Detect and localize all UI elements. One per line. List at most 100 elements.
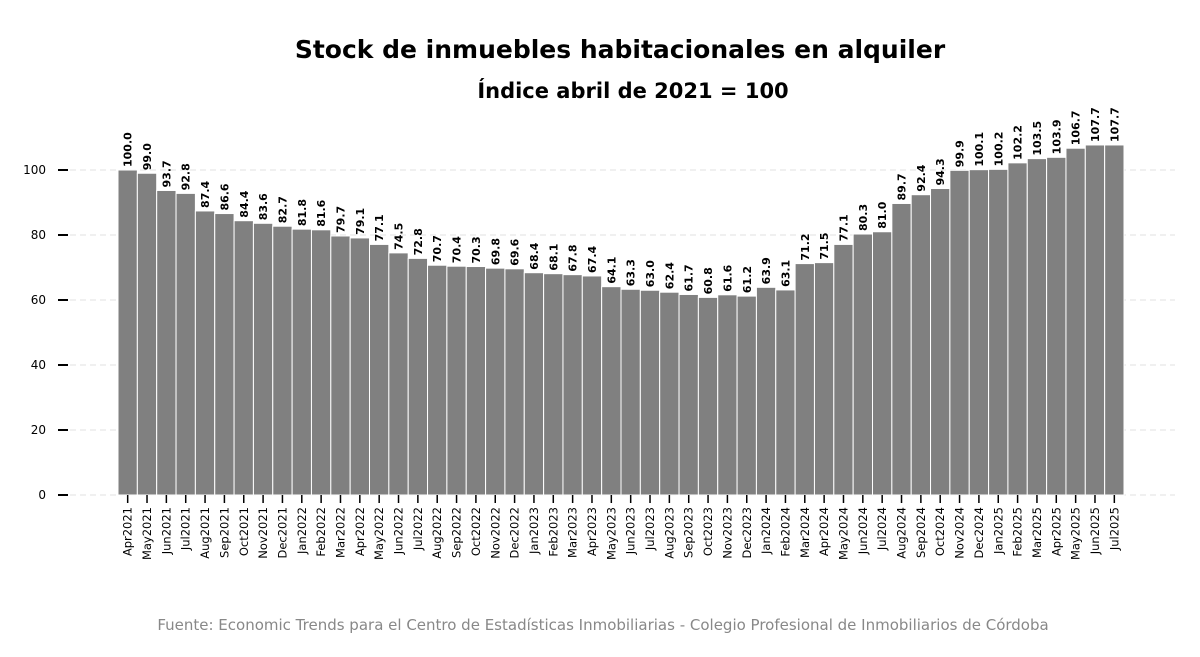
value-label: 68.4	[528, 242, 541, 269]
value-label: 107.7	[1108, 107, 1121, 142]
value-label: 62.4	[663, 262, 676, 289]
x-tick-label: May2023	[604, 507, 618, 560]
bar	[369, 243, 390, 496]
bar	[388, 252, 409, 496]
value-label: 63.3	[625, 259, 638, 286]
x-tick-label: Jul2024	[875, 507, 889, 551]
bar	[1046, 156, 1067, 496]
bar	[794, 263, 815, 496]
bar	[736, 295, 757, 496]
x-tick-label: Dec2022	[508, 507, 522, 559]
value-label: 61.2	[741, 266, 754, 293]
chart-subtitle: Índice abril de 2021 = 100	[477, 78, 788, 103]
value-label: 63.1	[779, 260, 792, 287]
bar	[330, 235, 351, 496]
x-tick-label: Sep2023	[682, 507, 696, 558]
value-label: 100.1	[973, 132, 986, 167]
x-tick-label: Jun2021	[159, 507, 173, 555]
value-label: 107.7	[1089, 107, 1102, 142]
bar	[272, 225, 293, 496]
bar	[504, 268, 525, 496]
value-label: 79.7	[334, 206, 347, 233]
bar	[1007, 162, 1028, 496]
bar	[175, 192, 196, 496]
x-tick-label: Dec2023	[740, 507, 754, 559]
value-label: 92.8	[180, 163, 193, 190]
x-tick-label: Apr2021	[121, 507, 135, 556]
x-tick-label: Dec2024	[972, 507, 986, 559]
bar	[601, 286, 622, 496]
x-tick-label: Jan2024	[759, 507, 773, 555]
x-tick-label: Feb2025	[1011, 507, 1025, 557]
bar	[717, 294, 738, 496]
y-tick-label: 100	[23, 163, 46, 177]
y-tick-label: 0	[38, 488, 46, 502]
x-tick-label: Dec2021	[275, 507, 289, 559]
bar	[310, 229, 332, 496]
x-tick-label: Oct2021	[237, 507, 251, 556]
bar	[156, 189, 177, 496]
x-tick-label: Jun2025	[1088, 507, 1102, 555]
x-tick-label: Sep2022	[450, 507, 464, 558]
bar	[659, 291, 680, 496]
x-tick-label: Aug2023	[662, 507, 676, 559]
bar	[1104, 144, 1125, 496]
value-label: 89.7	[896, 173, 909, 200]
y-tick-label: 20	[31, 423, 46, 437]
y-tick-label: 40	[31, 358, 46, 372]
x-tick-label: Jun2022	[392, 507, 406, 555]
x-tick-label: Feb2023	[546, 507, 560, 557]
x-tick-label: Nov2023	[720, 507, 734, 559]
bar	[136, 172, 158, 496]
bar	[678, 293, 699, 496]
bar	[988, 168, 1009, 496]
value-label: 87.4	[199, 180, 212, 207]
x-tick-label: Apr2024	[817, 507, 831, 556]
x-tick-label: Mar2022	[333, 507, 347, 558]
value-label: 61.7	[683, 264, 696, 291]
value-label: 70.3	[470, 236, 483, 263]
x-tick-label: Apr2023	[585, 507, 599, 556]
source-note: Fuente: Economic Trends para el Centro d…	[157, 616, 1048, 634]
x-tick-label: Oct2023	[701, 507, 715, 556]
x-tick-label: Jan2022	[295, 507, 309, 555]
chart-title: Stock de inmuebles habitacionales en alq…	[295, 35, 946, 64]
x-tick-label: Nov2022	[488, 507, 502, 559]
x-tick-label: Jan2023	[527, 507, 541, 555]
value-label: 61.6	[721, 264, 734, 291]
x-tick-label: Aug2021	[198, 507, 212, 559]
x-tick-label: Jan2025	[991, 507, 1005, 555]
value-label: 64.1	[605, 257, 618, 284]
bar	[214, 213, 235, 496]
bar	[813, 262, 835, 496]
bar	[1084, 144, 1106, 496]
value-label: 103.9	[1050, 120, 1063, 155]
value-label: 77.1	[373, 214, 386, 241]
x-tick-label: May2025	[1069, 507, 1083, 560]
value-label: 86.6	[218, 183, 231, 210]
value-label: 60.8	[702, 267, 715, 294]
bar	[775, 289, 796, 496]
value-label: 70.7	[431, 235, 444, 262]
x-tick-label: Jul2022	[411, 507, 425, 551]
value-label: 94.3	[934, 158, 947, 185]
value-label: 63.9	[760, 257, 773, 284]
bar	[968, 169, 990, 496]
value-label: 99.0	[141, 143, 154, 170]
y-tick-label: 80	[31, 228, 46, 242]
x-tick-label: Sep2024	[914, 507, 928, 558]
x-tick-label: Mar2024	[798, 507, 812, 558]
x-tick-label: Feb2022	[314, 507, 328, 557]
x-tick-label: May2021	[140, 507, 154, 560]
value-label: 71.2	[799, 233, 812, 260]
value-label: 74.5	[393, 223, 406, 250]
x-tick-label: May2022	[372, 507, 386, 560]
value-label: 100.0	[122, 132, 135, 167]
value-label: 67.4	[586, 245, 599, 272]
value-label: 69.6	[509, 238, 522, 265]
bar	[194, 210, 216, 496]
bar	[349, 237, 370, 496]
bar	[485, 267, 506, 496]
value-label: 81.0	[876, 201, 889, 228]
